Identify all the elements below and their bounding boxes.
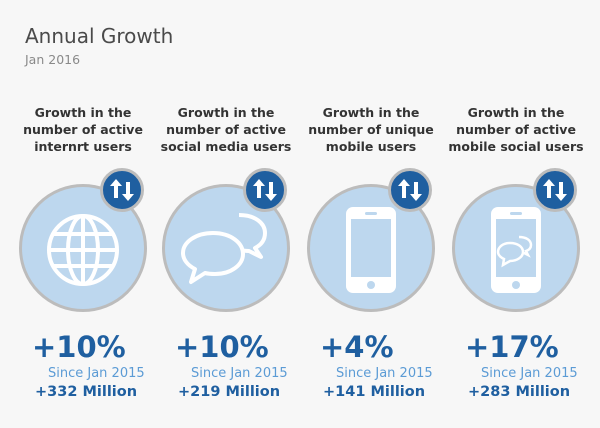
growth-percent: +10% (175, 330, 269, 364)
heading-line: Growth in the (177, 105, 275, 120)
heading-line: internrt users (34, 139, 132, 154)
since-label: Since Jan 2015 (191, 366, 288, 381)
up-down-arrows-icon (243, 168, 287, 212)
since-label: Since Jan 2015 (481, 366, 578, 381)
heading-line: number of active (166, 122, 286, 137)
growth-percent: +4% (320, 330, 394, 364)
card-heading: Growth in the number of active mobile so… (443, 104, 589, 158)
heading-line: number of active (23, 122, 143, 137)
heading-line: Growth in the (34, 105, 132, 120)
page-title: Annual Growth (25, 24, 174, 48)
heading-line: social media users (160, 139, 292, 154)
growth-absolute: +219 Million (178, 384, 281, 400)
growth-absolute: +141 Million (323, 384, 426, 400)
heading-line: number of unique (308, 122, 434, 137)
heading-line: mobile social users (448, 139, 584, 154)
heading-line: number of active (456, 122, 576, 137)
card-heading: Growth in the number of active internrt … (10, 104, 156, 158)
smartphone-icon (346, 207, 396, 293)
up-down-arrows-icon (388, 168, 432, 212)
stat-card: Growth in the number of unique mobile us… (298, 104, 444, 400)
since-label: Since Jan 2015 (336, 366, 433, 381)
growth-percent: +17% (465, 330, 559, 364)
since-label: Since Jan 2015 (48, 366, 145, 381)
heading-line: Growth in the (467, 105, 565, 120)
up-down-arrows-icon (533, 168, 577, 212)
chat-bubbles-icon (181, 213, 267, 284)
growth-absolute: +332 Million (35, 384, 138, 400)
globe-icon (47, 214, 119, 286)
page-subtitle: Jan 2016 (25, 52, 81, 67)
stat-card: Growth in the number of active internrt … (10, 104, 156, 400)
heading-line: mobile users (325, 139, 417, 154)
up-down-arrows-icon (100, 168, 144, 212)
growth-percent: +10% (32, 330, 126, 364)
growth-absolute: +283 Million (468, 384, 571, 400)
card-heading: Growth in the number of active social me… (153, 104, 299, 158)
smartphone-chat-icon (491, 207, 541, 293)
card-heading: Growth in the number of unique mobile us… (298, 104, 444, 158)
stat-card: Growth in the number of active social me… (153, 104, 299, 400)
heading-line: Growth in the (322, 105, 420, 120)
stat-card: Growth in the number of active mobile so… (443, 104, 589, 400)
